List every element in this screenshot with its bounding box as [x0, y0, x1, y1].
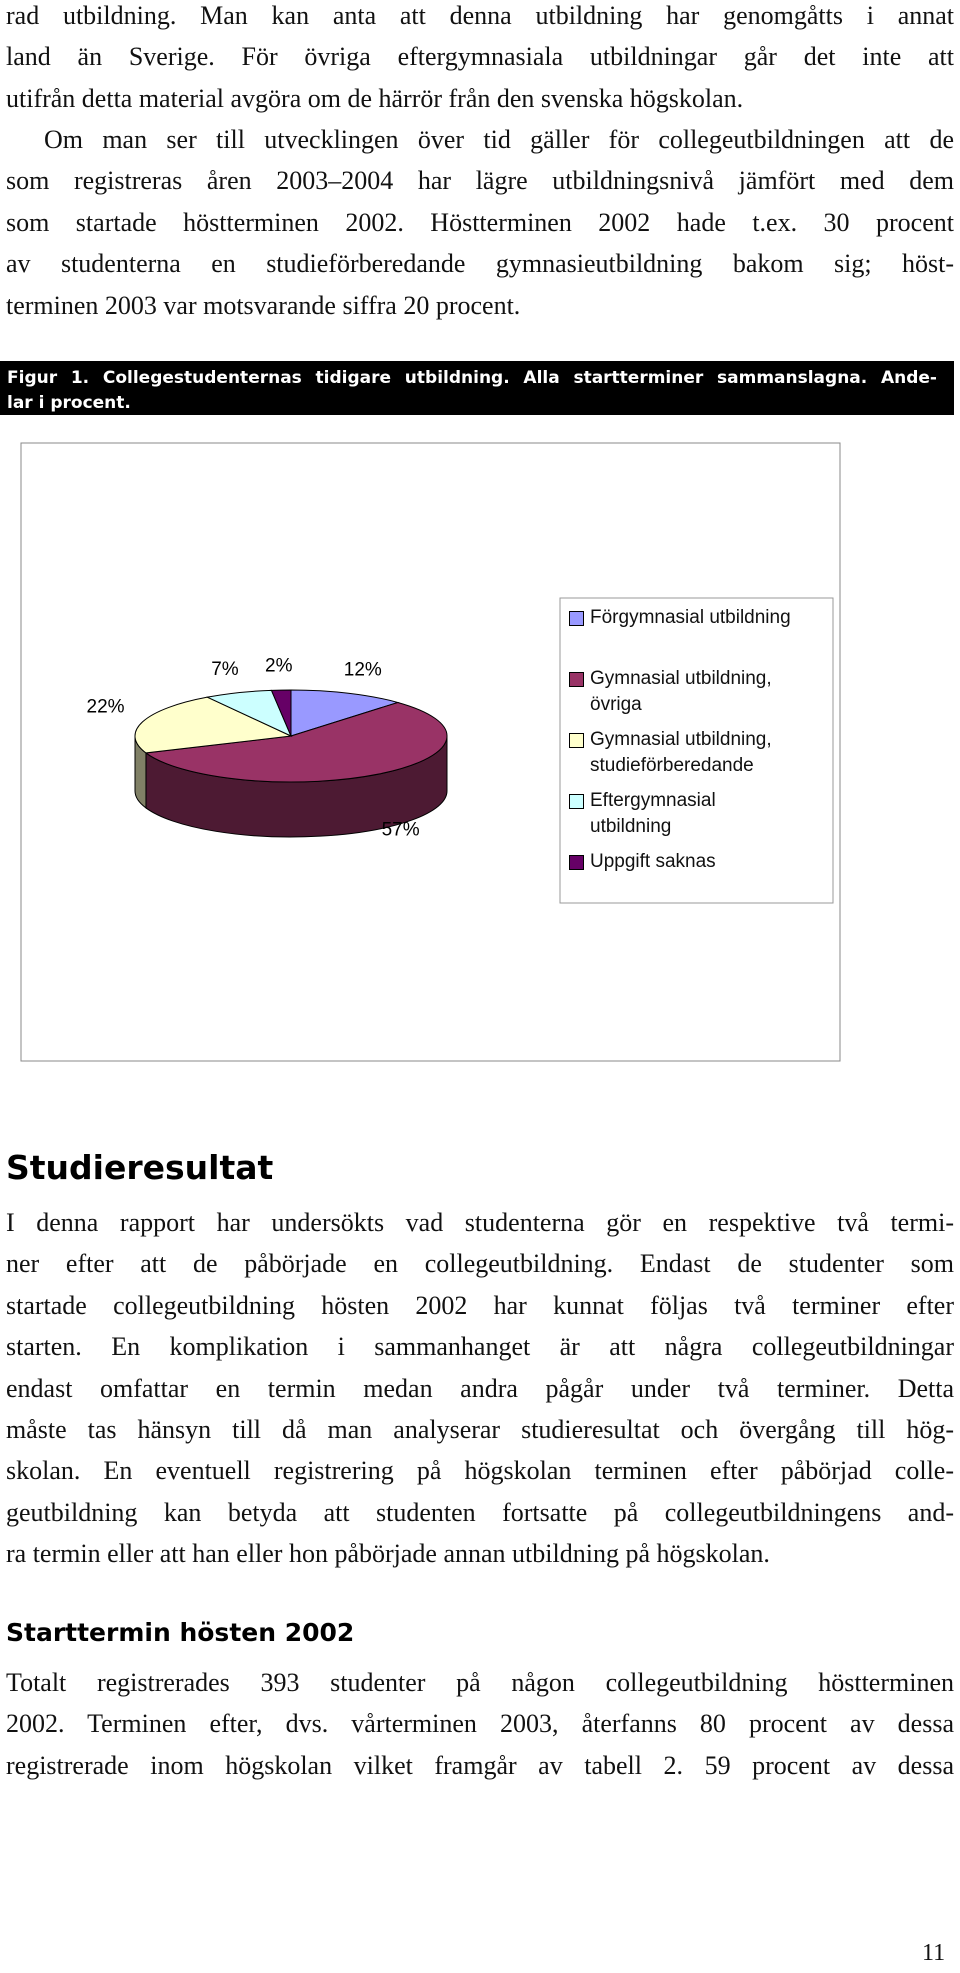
paragraph: rad utbildning. Man kan anta att denna u…: [6, 0, 954, 119]
legend-label: Gymnasial utbildning, studieförberedande: [590, 729, 772, 776]
text-line: utifrån detta material avgöra om de härr…: [6, 83, 744, 113]
legend-item: Gymnasial utbildning, studieförberedande: [569, 727, 819, 779]
text-line: Om man ser till utvecklingen över tid gä…: [44, 125, 954, 154]
text-line: av studenterna en studieförberedande gym…: [6, 249, 954, 279]
paragraph: I denna rapport har undersökts vad stude…: [6, 1202, 954, 1575]
data-label: 2%: [265, 655, 293, 676]
legend-item: Förgymnasial utbildning: [569, 605, 819, 631]
legend-label: Uppgift saknas: [590, 851, 716, 872]
legend-swatch: [569, 855, 584, 870]
legend-label: Förgymnasial utbildning: [590, 607, 791, 628]
legend-frame: [559, 597, 834, 904]
text-line: terminen 2003 var motsvarande siffra 20 …: [6, 290, 521, 320]
text-line: som startade höstterminen 2002. Höstterm…: [6, 207, 954, 237]
legend-swatch: [569, 733, 584, 748]
text-line: ra termin eller att han eller hon påbörj…: [6, 1539, 770, 1569]
text-line: Totalt registrerades 393 studenter på nå…: [6, 1668, 954, 1697]
text-line: ner efter att de påbörjade en collegeutb…: [6, 1249, 954, 1279]
text-line: som registreras åren 2003–2004 har lägre…: [6, 166, 954, 196]
section-heading: Studieresultat: [6, 1148, 274, 1187]
data-label: 22%: [87, 697, 125, 718]
data-label: 57%: [382, 819, 420, 840]
text-line: rad utbildning. Man kan anta att denna u…: [6, 1, 954, 30]
text-line: registrerade inom högskolan vilket framg…: [6, 1750, 954, 1780]
legend-item: Uppgift saknas: [569, 849, 819, 875]
text-line: land än Sverige. För övriga eftergymnasi…: [6, 42, 954, 72]
chart: 12% 57% 22% 7% 2%: [20, 442, 841, 1062]
legend-item: Gymnasial utbildning, övriga: [569, 666, 819, 718]
data-label: 7%: [211, 659, 239, 680]
page-number: 11: [922, 1940, 946, 1966]
legend-label: Eftergymnasial utbildning: [590, 790, 716, 837]
slice-top: [144, 701, 448, 783]
text-line: starten. En komplikation i sammanhanget …: [6, 1332, 954, 1362]
legend-swatch: [569, 611, 584, 626]
pie-slice: [290, 689, 400, 737]
paragraph: Om man ser till utvecklingen över tid gä…: [6, 119, 954, 326]
text-line: måste tas hänsyn till då man analyserar …: [6, 1414, 954, 1444]
pie-slice: [134, 696, 293, 809]
text-line: I denna rapport har undersökts vad stude…: [6, 1208, 954, 1237]
legend-swatch: [569, 794, 584, 809]
legend-item: Eftergymnasial utbildning: [569, 788, 819, 840]
text-line: startade collegeutbildning hösten 2002 h…: [6, 1290, 954, 1320]
text-line: skolan. En eventuell registrering på hög…: [6, 1456, 954, 1486]
figure-caption: Figur 1. Collegestudenternas tidigare ut…: [0, 361, 954, 415]
text-line: lar i procent.: [7, 393, 131, 413]
text-line: geutbildning kan betyda att studenten fo…: [6, 1497, 954, 1527]
text-line: Figur 1. Collegestudenternas tidigare ut…: [7, 368, 937, 388]
legend-label: Gymnasial utbildning, övriga: [590, 668, 772, 715]
pie-slice: [270, 689, 292, 737]
text-line: endast omfattar en termin medan andra på…: [6, 1373, 954, 1403]
text-line: 2002. Terminen efter, dvs. vårterminen 2…: [6, 1709, 954, 1739]
slice-top: [270, 689, 292, 737]
slice-top: [290, 689, 400, 737]
subsection-heading: Starttermin hösten 2002: [6, 1618, 355, 1647]
data-label: 12%: [344, 659, 382, 680]
legend-swatch: [569, 672, 584, 687]
slice-top: [134, 696, 293, 754]
paragraph: Totalt registrerades 393 studenter på nå…: [6, 1662, 954, 1786]
